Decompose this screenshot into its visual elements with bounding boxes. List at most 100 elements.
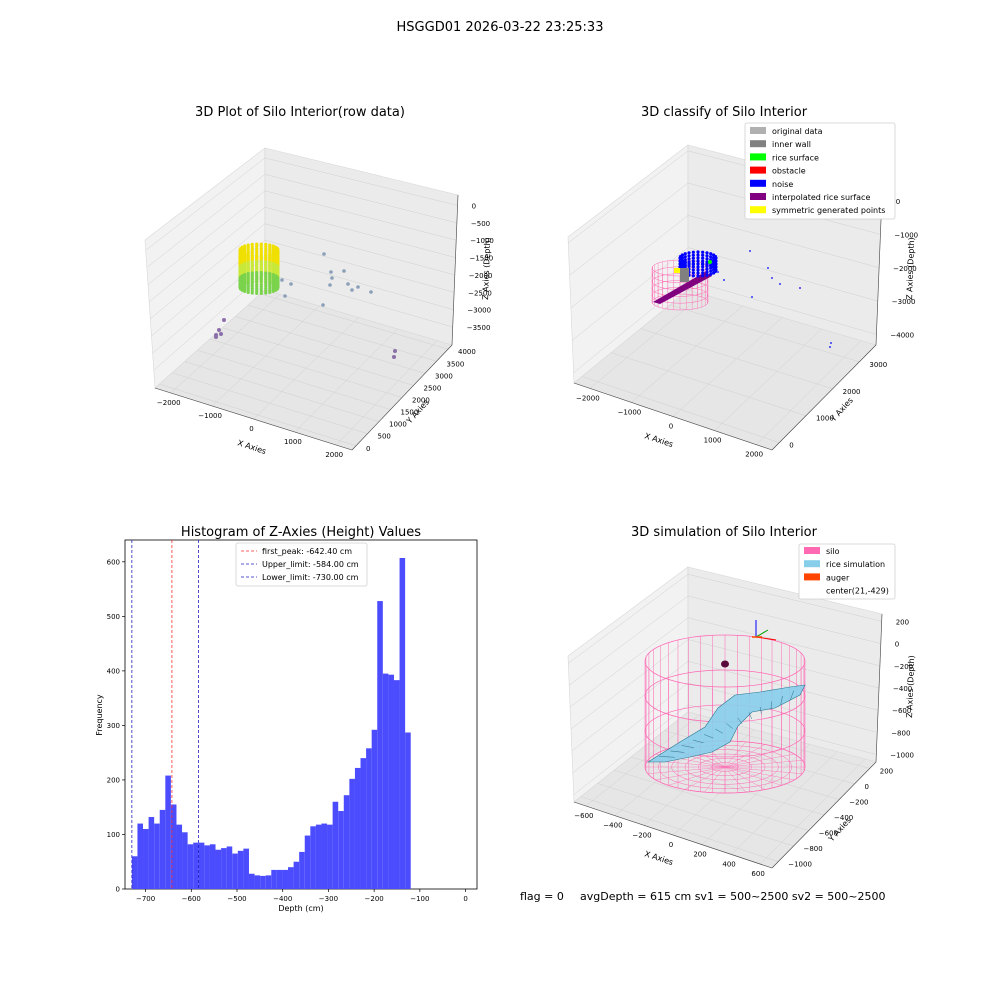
point-rice-surface xyxy=(268,263,272,267)
point-rice-surface xyxy=(275,284,280,288)
point-obstacle xyxy=(392,355,396,359)
point-rice-surface xyxy=(271,257,275,261)
legend-swatch xyxy=(750,206,766,214)
histogram-panel: Histogram of Z-Axies (Height) Values −70… xyxy=(95,525,478,913)
histogram-bar xyxy=(131,856,138,889)
point-rice-surface xyxy=(250,260,254,264)
point-noise xyxy=(350,288,354,292)
point-rice-surface xyxy=(255,255,259,259)
point-rice-surface xyxy=(271,266,275,270)
symmetric-points xyxy=(674,268,680,273)
histogram-bar xyxy=(215,849,222,889)
gridline-z xyxy=(147,190,457,285)
z-tick-label: −3000 xyxy=(892,298,916,306)
plot4-xlabel: X Axies xyxy=(643,849,674,867)
point-rice-surface xyxy=(264,242,268,246)
point-noise xyxy=(696,256,700,260)
point-rice-surface xyxy=(246,247,250,252)
x-tick-label: 0 xyxy=(249,425,253,433)
z-tick-label: −1000 xyxy=(470,237,494,245)
gridline-z xyxy=(569,617,880,708)
legend-label: Lower_limit: -730.00 cm xyxy=(262,573,359,582)
point-noise xyxy=(283,294,287,298)
z-tick-label: −2000 xyxy=(893,265,917,273)
point-noise xyxy=(696,271,700,275)
gridline-z xyxy=(146,174,457,268)
point-rice-surface xyxy=(240,252,244,256)
point-noise xyxy=(705,267,709,271)
point-rice-surface xyxy=(271,264,275,268)
plot1-points xyxy=(214,242,397,359)
y-tick-label: 200 xyxy=(107,776,120,784)
center-marker xyxy=(721,660,729,668)
point-rice-surface xyxy=(264,287,268,291)
point-noise xyxy=(356,285,360,289)
point-noise xyxy=(687,257,691,261)
plot4-tick-labels: −600 −400 −200 0 200 400 600 −1000 −800 −600 −400 −… xyxy=(574,618,914,878)
point-noise xyxy=(683,261,687,265)
silo-floor-spoke xyxy=(724,766,766,790)
point-rice-surface xyxy=(259,242,263,246)
point-rice-surface xyxy=(243,273,247,277)
histogram-bar xyxy=(327,824,333,889)
point-rice-surface xyxy=(250,251,254,255)
point-obstacle xyxy=(219,332,223,336)
rice-surface-point xyxy=(708,260,712,264)
gridline-z xyxy=(149,206,456,302)
point-rice-surface xyxy=(243,279,247,283)
z-tick-label: −1000 xyxy=(894,231,918,239)
point-noise xyxy=(696,262,700,266)
x-tick-label: 0 xyxy=(669,423,673,431)
silo-floor-spoke xyxy=(724,766,795,781)
plot1-xlabel: X Axies xyxy=(236,438,267,456)
silo-floor-spoke xyxy=(724,766,746,793)
legend-label: symmetric generated points xyxy=(772,206,885,215)
point-rice-surface xyxy=(271,289,275,293)
histogram-bar xyxy=(399,557,406,889)
plot2-3d-axes: 3D classify of Silo Interior −2000 −1000 0… xyxy=(567,105,918,459)
gridline-y xyxy=(611,352,807,416)
rice-mesh-line xyxy=(780,695,783,705)
point-noise xyxy=(701,250,705,254)
point-noise xyxy=(705,254,709,258)
point-rice-surface xyxy=(255,266,259,270)
y-tick-label: 2000 xyxy=(412,397,430,405)
histogram-bar xyxy=(170,804,177,889)
plot4-silo-simulation xyxy=(644,620,806,794)
gridline-z xyxy=(572,682,878,773)
point-rice-surface xyxy=(268,250,272,254)
gridline-z xyxy=(573,704,877,795)
x-tick-label: −300 xyxy=(319,895,338,903)
point-rice-surface xyxy=(271,285,275,289)
point-rice-surface xyxy=(240,256,244,260)
gridline-y xyxy=(630,756,825,816)
point-noise xyxy=(709,272,713,276)
x-tick-label: 400 xyxy=(722,860,735,868)
point-rice-surface xyxy=(250,242,254,246)
rice-mesh-line xyxy=(726,723,733,729)
x-tick-label: −1000 xyxy=(618,408,642,416)
y-tick-label: 300 xyxy=(107,722,120,730)
point-obstacle xyxy=(217,328,221,332)
plot4-legend: silo rice simulation auger center(21,-429) xyxy=(798,543,896,600)
point-rice-surface xyxy=(255,257,259,262)
rice-mesh-line xyxy=(748,712,753,720)
rice-mesh-line xyxy=(715,728,723,734)
x-tick-label: 200 xyxy=(693,851,706,859)
point-rice-surface xyxy=(259,257,263,262)
z-tick-label: −2500 xyxy=(468,289,492,297)
legend-label: obstacle xyxy=(772,167,806,176)
point-noise xyxy=(705,270,709,274)
y-tick-label: 3000 xyxy=(435,372,453,380)
rice-mesh-line xyxy=(790,690,795,700)
point-noise xyxy=(723,279,725,281)
z-tick-label: −500 xyxy=(471,220,490,228)
point-noise xyxy=(680,262,685,266)
point-noise xyxy=(680,265,685,269)
point-rice-surface xyxy=(259,275,263,279)
point-noise xyxy=(830,342,832,344)
point-obstacle xyxy=(222,318,226,322)
x-tick-label: 2000 xyxy=(745,451,763,459)
histogram-bar xyxy=(366,748,372,889)
point-noise xyxy=(749,250,751,252)
